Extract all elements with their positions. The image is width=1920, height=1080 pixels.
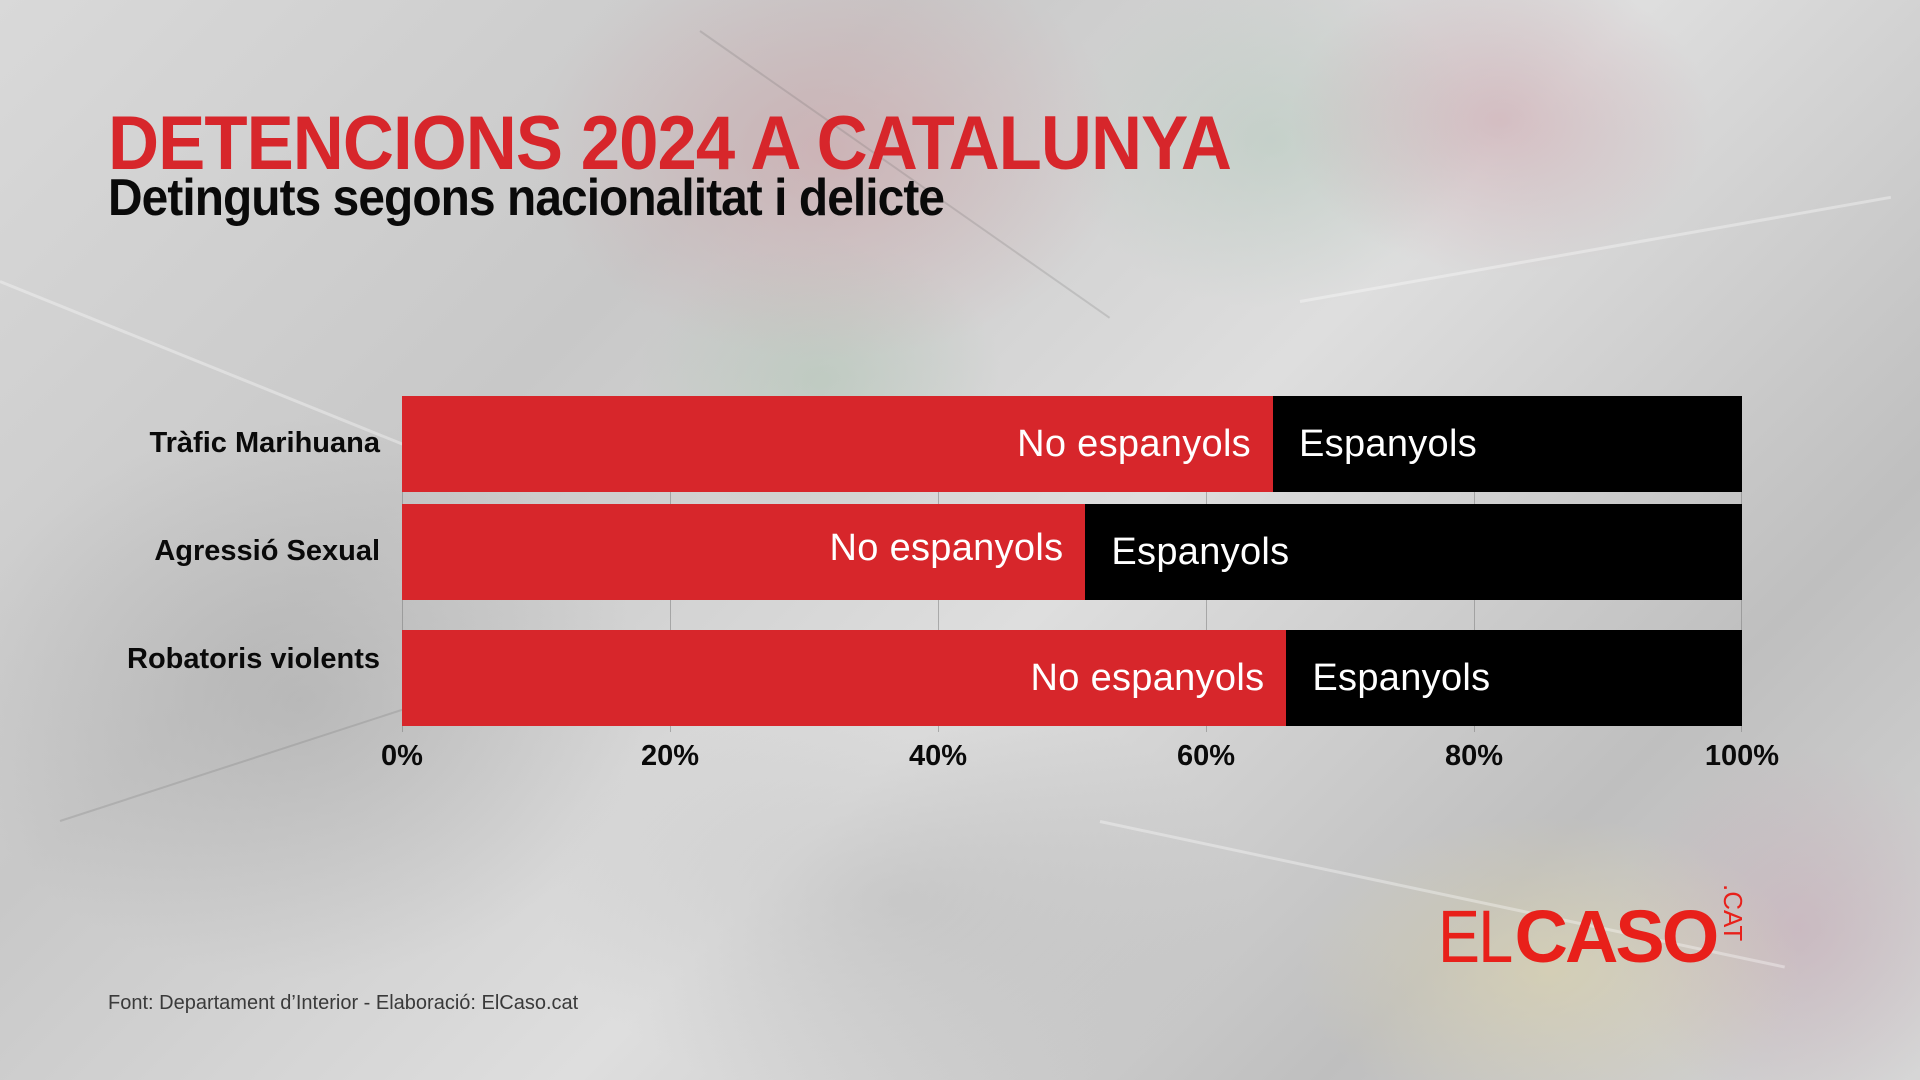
logo-caso: CASO: [1514, 895, 1720, 978]
segment-label: Espanyols: [1111, 530, 1290, 573]
segment-label: No espanyols: [1030, 656, 1265, 699]
x-tick-label: 0%: [381, 740, 423, 772]
bar-segment-no-espanyols: No espanyols: [402, 504, 1086, 600]
bar-segment-no-espanyols: No espanyols: [402, 396, 1273, 492]
background-crease: [1299, 195, 1892, 303]
chart-subtitle: Detinguts segons nacionalitat i delicte: [108, 169, 945, 227]
category-label: Agressió Sexual: [154, 535, 380, 567]
bar-row: No espanyols Espanyols: [402, 396, 1742, 492]
segment-label: Espanyols: [1312, 656, 1491, 699]
stacked-bar-chart: No espanyols Espanyols No espanyols Espa…: [402, 396, 1742, 732]
x-tick-label: 20%: [640, 740, 700, 772]
x-tick-label: 100%: [1704, 740, 1780, 772]
source-credit: Font: Departament d’Interior - Elaboraci…: [108, 992, 579, 1014]
logo-el: EL: [1438, 895, 1513, 978]
segment-label: Espanyols: [1299, 422, 1478, 465]
bar-row: No espanyols Espanyols: [402, 630, 1742, 726]
bar-segment-espanyols: Espanyols: [1085, 504, 1742, 600]
category-label: Robatoris violents: [127, 643, 380, 675]
bar-segment-no-espanyols: No espanyols: [402, 630, 1287, 726]
elcaso-logo: EL CASO .CAT: [1438, 884, 1774, 978]
chart-title: DETENCIONS 2024 A CATALUNYA: [108, 101, 1232, 186]
x-tick-label: 60%: [1176, 740, 1236, 772]
bar-row: No espanyols Espanyols: [402, 504, 1742, 600]
x-tick-label: 40%: [908, 740, 968, 772]
segment-label: No espanyols: [829, 526, 1064, 569]
x-tick-label: 80%: [1444, 740, 1504, 772]
bar-segment-espanyols: Espanyols: [1286, 630, 1742, 726]
logo-cat: .CAT: [1718, 884, 1749, 942]
bar-segment-espanyols: Espanyols: [1273, 396, 1742, 492]
category-label: Tràfic Marihuana: [149, 427, 380, 459]
segment-label: No espanyols: [1017, 422, 1251, 465]
